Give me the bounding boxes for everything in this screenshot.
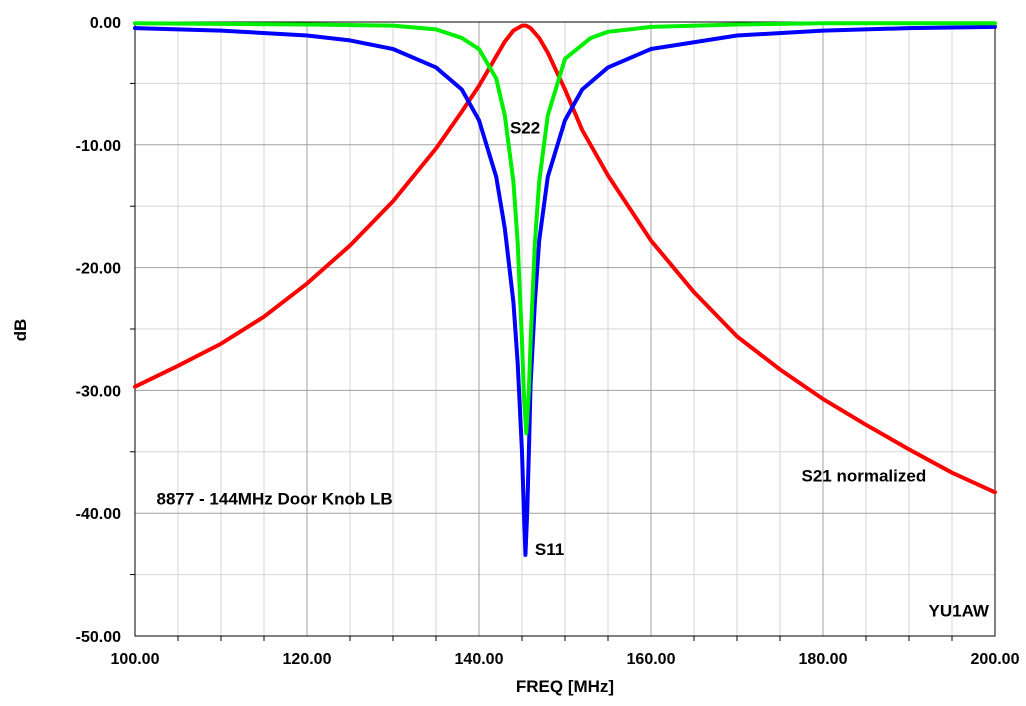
series-line-s22: [133, 21, 997, 436]
series-lines: [133, 21, 997, 557]
y-axis-tick-labels: 0.00 -10.00 -20.00 -30.00 -40.00 -50.00: [76, 15, 121, 646]
series-line-s21-normalized: [133, 23, 997, 495]
x-tick-label: 160.00: [627, 651, 676, 668]
x-tick-label: 200.00: [971, 651, 1020, 668]
x-axis-tick-labels: 100.00 120.00 140.00 160.00 180.00 200.00: [111, 651, 1020, 668]
chart-annotations: S22 S11 S21 normalized 8877 - 144MHz Door K…: [157, 119, 990, 621]
axis-minor-ticks: [130, 82, 953, 641]
annotation-title: 8877 - 144MHz Door Knob LB: [157, 490, 393, 509]
y-axis-label: dB: [11, 319, 30, 342]
x-tick-label: 100.00: [111, 651, 160, 668]
y-tick-label: -20.00: [76, 261, 121, 278]
y-tick-label: 0.00: [90, 15, 121, 32]
annotation-s22: S22: [510, 119, 540, 138]
annotation-credit: YU1AW: [929, 601, 990, 620]
y-tick-label: -30.00: [76, 383, 121, 400]
series-line-s11: [133, 24, 997, 557]
y-tick-label: -10.00: [76, 138, 121, 155]
annotation-s21: S21 normalized: [802, 466, 927, 485]
y-tick-label: -50.00: [76, 629, 121, 646]
y-tick-label: -40.00: [76, 506, 121, 523]
x-tick-label: 180.00: [799, 651, 848, 668]
minor-gridlines: [135, 22, 995, 636]
x-tick-label: 140.00: [455, 651, 504, 668]
annotation-s11: S11: [535, 540, 564, 559]
x-axis-label: FREQ [MHz]: [516, 677, 614, 696]
x-tick-label: 120.00: [283, 651, 332, 668]
